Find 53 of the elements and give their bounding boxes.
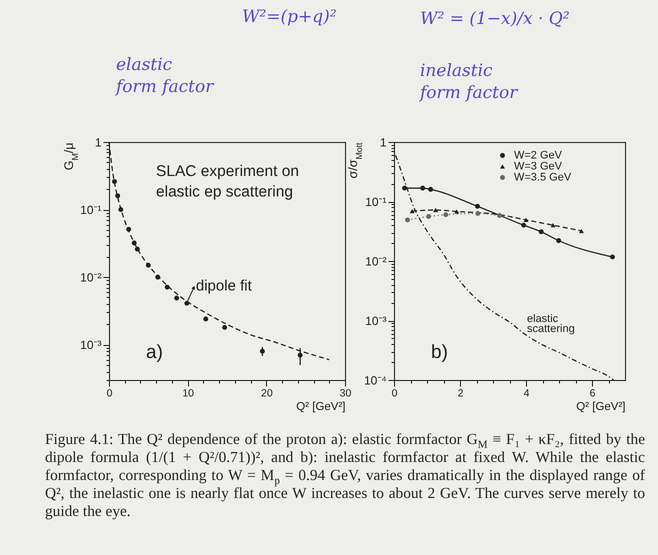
- text: Figure 4.1: The Q² dependence of the proton a): elastic formfactor G$_{M}$ ≡ F₁ + κF₂, fitted by the dipole formula (1/(1 + Q²/0.71))², and b): inelastic formfactor at fixed W. While the elastic formfactor, corresponding to W = M$_{p}$ = 0.94 GeV, varies dramatically in the displayed range of Q², the inelastic one is nearly flat once W increases to about 2 GeV. The curves serve merely to guide the eye.: [45, 431, 646, 520]
- point: [578, 228, 584, 234]
- point: [454, 209, 460, 214]
- point: [475, 210, 480, 216]
- annotation: elastic scattering: [527, 313, 575, 335]
- y-tick-label: 10⁻²: [80, 270, 102, 285]
- point: [610, 254, 615, 260]
- legend-label: W=2 GeV: [514, 150, 563, 162]
- text: W²=(p+q)²: [242, 6, 337, 28]
- legend-label: W=3 GeV: [514, 160, 563, 172]
- y-tick-label: 10⁻¹: [80, 203, 102, 218]
- point: [521, 222, 526, 228]
- y-tick-label: 1: [94, 136, 102, 150]
- point: [538, 229, 544, 234]
- point: [222, 324, 228, 330]
- point: [550, 223, 556, 228]
- text: a): [146, 342, 163, 363]
- point: [475, 204, 480, 209]
- x-axis-title: Q² [GeV²]: [576, 401, 626, 413]
- annotation: SLAC experiment on elastic ep scattering: [156, 163, 300, 200]
- y-tick-label: 10⁻⁴: [364, 374, 386, 388]
- point: [426, 214, 432, 219]
- point: [428, 186, 434, 192]
- x-tick-label: 0: [392, 388, 398, 400]
- y-tick-label: 10⁻²: [365, 254, 387, 268]
- x-tick-label: 2: [458, 388, 464, 400]
- point: [410, 208, 415, 214]
- y-tick-label: 10⁻¹: [365, 195, 387, 209]
- legend-label: W=3.5 GeV: [514, 172, 572, 184]
- point: [556, 238, 562, 244]
- y-tick-label: 10⁻³: [365, 314, 387, 328]
- point: [405, 217, 410, 222]
- text: inelastic form factor: [420, 60, 518, 104]
- point: [420, 186, 426, 191]
- x-axis-title: Q² [GeV²]: [296, 401, 346, 413]
- y-tick-label: 10⁻³: [80, 338, 102, 352]
- point: [174, 296, 180, 300]
- point: [524, 218, 528, 222]
- x-tick-label: 10: [182, 388, 194, 400]
- text: elastic form factor: [116, 54, 214, 98]
- annotation: dipole fit: [196, 278, 253, 295]
- text: b): [431, 342, 448, 363]
- x-tick-label: 0: [106, 388, 113, 400]
- text: W² = (1−x)/x · Q²: [420, 8, 570, 30]
- point: [443, 212, 448, 218]
- x-tick-label: 30: [340, 388, 352, 400]
- point: [433, 208, 438, 212]
- x-tick-label: 4: [524, 388, 530, 400]
- point: [203, 316, 208, 322]
- x-tick-label: 6: [590, 388, 596, 400]
- point: [402, 186, 408, 191]
- x-tick-label: 20: [260, 388, 273, 400]
- y-tick-label: 1: [380, 136, 387, 150]
